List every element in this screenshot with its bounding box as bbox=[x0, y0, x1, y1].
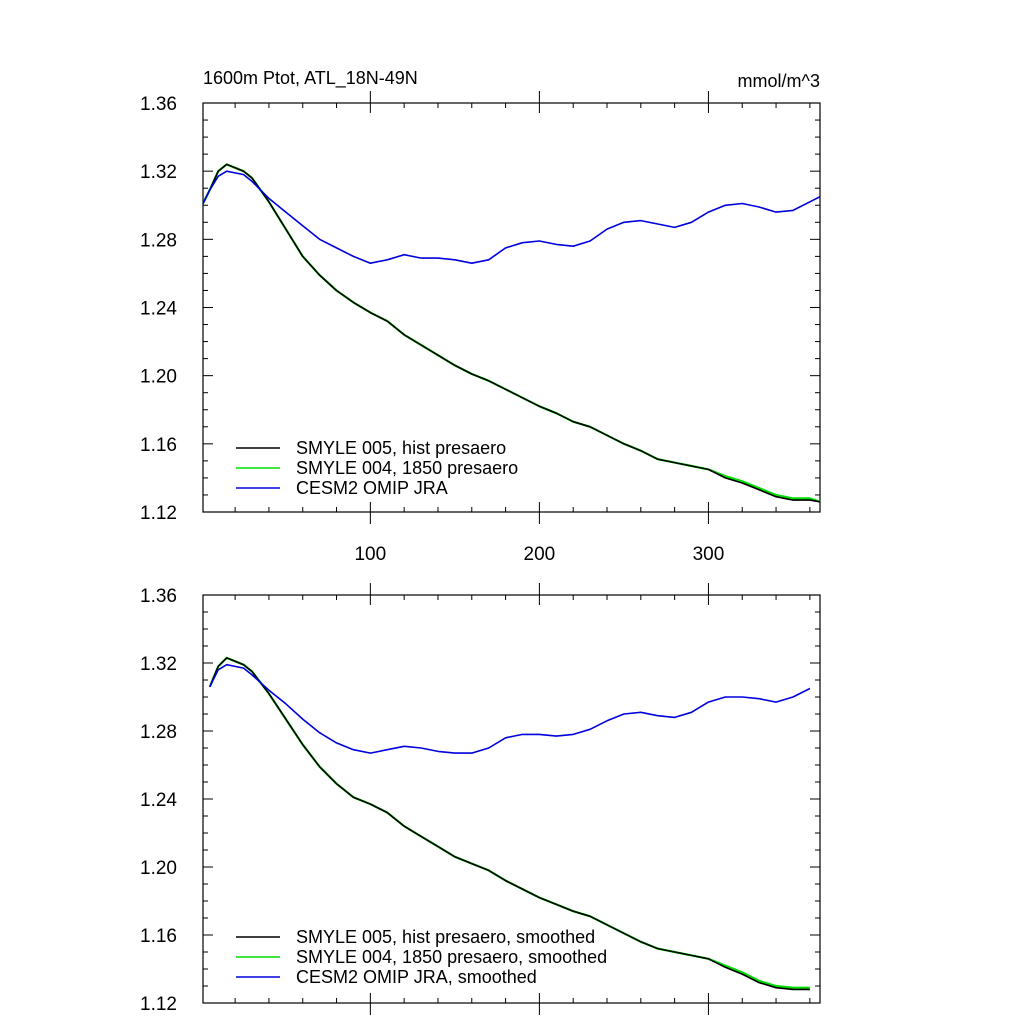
series-line-3 bbox=[202, 170, 821, 265]
y-tick-label: 1.36 bbox=[140, 586, 177, 607]
series-line-3 bbox=[209, 663, 811, 754]
y-tick-label: 1.16 bbox=[140, 926, 177, 947]
y-tick-label: 1.36 bbox=[140, 94, 177, 115]
y-tick-label: 1.32 bbox=[140, 162, 177, 183]
bottom-panel: 1.36 1.32 1.28 1.24 1.20 1.16 1.12 SMYLE 005, h… bbox=[140, 583, 821, 1015]
x-tick-label: 100 bbox=[354, 544, 386, 565]
y-tick-label: 1.12 bbox=[140, 503, 177, 524]
y-tick-label: 1.28 bbox=[140, 230, 177, 251]
y-tick-label: 1.28 bbox=[140, 722, 177, 743]
legend-label: SMYLE 004, 1850 presaero bbox=[296, 458, 518, 478]
y-tick-label: 1.16 bbox=[140, 435, 177, 456]
series-line-1 bbox=[209, 657, 810, 991]
y-tick-label: 1.20 bbox=[140, 858, 177, 879]
legend-label: SMYLE 005, hist presaero, smoothed bbox=[296, 927, 595, 947]
legend-label: CESM2 OMIP JRA bbox=[296, 478, 448, 498]
legend-label: SMYLE 004, 1850 presaero, smoothed bbox=[296, 947, 607, 967]
legend-label: CESM2 OMIP JRA, smoothed bbox=[296, 967, 537, 987]
top-panel: 1.36 1.32 1.28 1.24 1.20 1.16 1.12 100 200 300 SMY… bbox=[140, 91, 821, 565]
y-tick-label: 1.32 bbox=[140, 654, 177, 675]
y-tick-label: 1.20 bbox=[140, 367, 177, 388]
y-tick-label: 1.24 bbox=[140, 790, 177, 811]
y-tick-label: 1.12 bbox=[140, 994, 177, 1015]
units-label: mmol/m^3 bbox=[738, 71, 820, 91]
y-tick-label: 1.24 bbox=[140, 299, 177, 320]
legend-label: SMYLE 005, hist presaero bbox=[296, 438, 506, 458]
x-tick-label: 300 bbox=[693, 544, 725, 565]
x-tick-label: 200 bbox=[524, 544, 556, 565]
chart-title: 1600m Ptot, ATL_18N-49N bbox=[203, 68, 418, 89]
